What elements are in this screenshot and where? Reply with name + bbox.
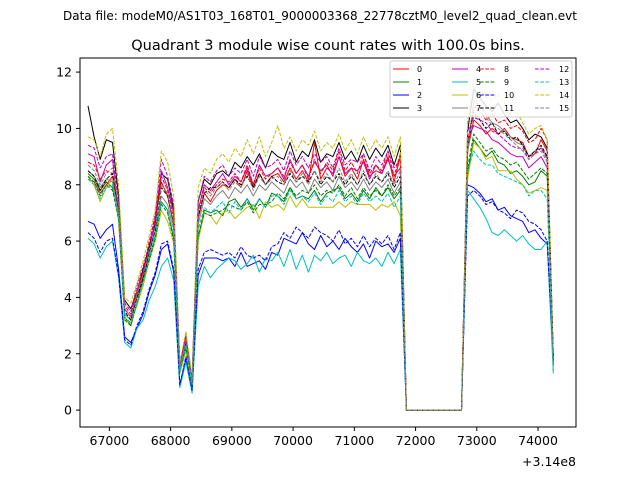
legend-label-3: 3 — [417, 104, 422, 113]
legend-label-11: 11 — [504, 104, 514, 113]
legend-label-1: 1 — [417, 78, 422, 87]
x-tick-label: 69000 — [212, 433, 252, 448]
legend-label-9: 9 — [504, 78, 509, 87]
series-line-0 — [87, 119, 554, 411]
legend-label-12: 12 — [559, 65, 569, 74]
series-line-4 — [87, 125, 554, 411]
series-line-8 — [87, 105, 554, 411]
series-line-15 — [87, 102, 554, 411]
y-tick-label: 10 — [56, 121, 72, 136]
x-tick-label: 71000 — [334, 433, 374, 448]
series-line-14 — [87, 77, 554, 411]
x-tick-label: 67000 — [90, 433, 130, 448]
legend-label-14: 14 — [559, 91, 569, 100]
chart-title: Quadrant 3 module wise count rates with … — [131, 38, 525, 54]
legend-label-10: 10 — [504, 91, 514, 100]
y-tick-label: 8 — [64, 177, 72, 192]
series-line-13 — [87, 150, 554, 411]
legend-label-4: 4 — [476, 65, 481, 74]
series-line-5 — [87, 189, 554, 411]
x-tick-label: 72000 — [396, 433, 436, 448]
series-line-10 — [87, 189, 554, 411]
legend-label-13: 13 — [559, 78, 569, 87]
x-tick-label: 74000 — [518, 433, 558, 448]
x-tick-label: 70000 — [273, 433, 313, 448]
legend-label-0: 0 — [417, 65, 422, 74]
series-line-2 — [87, 184, 554, 411]
x-tick-label: 73000 — [457, 433, 497, 448]
legend-label-6: 6 — [476, 91, 481, 100]
series-line-6 — [87, 142, 554, 411]
legend-label-2: 2 — [417, 91, 422, 100]
series-line-9 — [87, 133, 554, 411]
series-line-12 — [87, 116, 554, 411]
legend-label-8: 8 — [504, 65, 509, 74]
y-tick-label: 12 — [56, 65, 72, 80]
legend-frame — [389, 60, 573, 118]
y-tick-label: 4 — [64, 290, 72, 305]
y-tick-label: 6 — [64, 234, 72, 249]
x-offset-label: +3.14e8 — [522, 454, 576, 469]
series-line-3 — [87, 88, 554, 411]
y-tick-label: 0 — [64, 403, 72, 418]
series-line-1 — [87, 139, 554, 411]
series-layer — [87, 77, 554, 411]
legend-label-15: 15 — [559, 104, 569, 113]
legend-label-7: 7 — [476, 104, 481, 113]
ticks-layer: 67000 68000 69000 70000 71000 72000 73000 74000… — [56, 65, 558, 448]
x-tick-label: 68000 — [151, 433, 191, 448]
chart-suptitle: Data file: modeM0/AS1T03_168T01_90000033… — [63, 9, 577, 23]
legend-label-5: 5 — [476, 78, 481, 87]
plot-frame — [79, 57, 577, 428]
y-tick-label: 2 — [64, 346, 72, 361]
